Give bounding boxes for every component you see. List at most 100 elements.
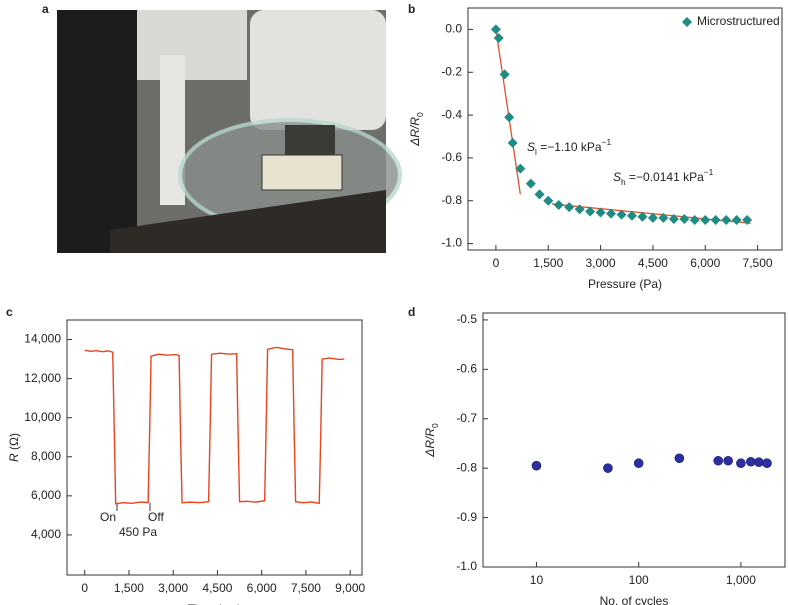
annotation: Off: [148, 510, 164, 524]
point: [713, 455, 724, 466]
photo: [57, 10, 402, 253]
point: [515, 163, 526, 174]
x-tick-label: 100: [629, 573, 649, 587]
point: [762, 458, 772, 469]
x-axis-label: Time (ms): [188, 602, 242, 605]
panel-label: d: [408, 305, 415, 319]
y-axis-label: R (Ω): [7, 433, 21, 462]
y-tick-label: 10,000: [24, 410, 61, 424]
point: [595, 207, 606, 218]
plot-frame: [467, 7, 783, 251]
x-tick-label: 1,000: [726, 573, 756, 587]
x-axis-label: No. of cycles: [600, 594, 669, 605]
point: [531, 460, 542, 471]
x-tick-label: 0: [81, 581, 88, 595]
y-tick-label: -0.9: [456, 510, 477, 524]
point: [603, 463, 613, 473]
annotation-sup: −1: [602, 137, 612, 147]
x-tick-label: 1,500: [114, 581, 144, 595]
annotation-sub: l: [535, 147, 537, 157]
y-tick-label: -0.6: [456, 362, 477, 376]
point: [616, 209, 627, 220]
y-tick-label: -0.8: [456, 460, 477, 474]
panel-label: a: [42, 2, 49, 16]
fit-line: [495, 29, 521, 195]
x-tick-label: 6,000: [247, 581, 277, 595]
point: [490, 24, 501, 35]
y-axis-label-text: R: [7, 453, 21, 462]
point: [668, 213, 679, 224]
y-tick-label: 0.0: [445, 22, 462, 36]
point: [658, 212, 669, 223]
y-axis-label-sub: 0: [430, 423, 440, 428]
y-tick-label: -0.6: [441, 150, 462, 164]
photo-arm: [137, 10, 247, 80]
plot-frame: [66, 319, 363, 576]
y-tick-label: -0.2: [441, 64, 462, 78]
point: [637, 211, 648, 222]
x-tick-label: 4,500: [638, 256, 668, 270]
point: [564, 202, 575, 213]
point: [679, 213, 690, 224]
y-tick-label: 14,000: [24, 332, 61, 346]
y-tick-label: 8,000: [31, 449, 61, 463]
y-axis-label: ΔR/R0: [423, 423, 440, 458]
photo-sensor: [261, 154, 343, 191]
panel-label: c: [6, 305, 13, 319]
point: [585, 206, 596, 217]
data-line: [84, 346, 345, 505]
y-tick-label: -1.0: [456, 559, 477, 573]
y-axis-label: ΔR/R0: [408, 112, 425, 147]
y-axis-label-text: ΔR/R: [423, 428, 437, 458]
point: [674, 453, 685, 464]
point: [493, 32, 504, 43]
point: [574, 204, 585, 215]
legend-label: Microstructured: [697, 14, 780, 28]
point: [633, 458, 644, 469]
annotation-ticks: [116, 503, 151, 511]
y-axis-label-text: ΔR/R: [408, 117, 422, 147]
point: [689, 215, 700, 226]
point: [721, 215, 732, 226]
point: [534, 189, 545, 200]
point: [504, 112, 515, 123]
y-tick-label: 6,000: [31, 488, 61, 502]
point: [736, 458, 746, 469]
x-tick-label: 6,000: [690, 256, 720, 270]
annotation-rest: =−1.10 kPa: [537, 140, 602, 154]
point: [626, 210, 637, 221]
y-axis-label-rest: (Ω): [7, 433, 21, 453]
annotation-text: S: [527, 140, 535, 154]
y-tick-label: -0.8: [441, 193, 462, 207]
y-tick-label: -1.0: [441, 236, 462, 250]
panel-label: b: [408, 2, 415, 16]
annotation: Sl =−1.10 kPa−1: [527, 137, 612, 157]
annotation-sup: −1: [704, 167, 714, 177]
x-tick-label: 3,000: [586, 256, 616, 270]
x-tick-label: 1,500: [533, 256, 563, 270]
point: [700, 215, 711, 226]
annotation: On: [100, 510, 116, 524]
y-tick-label: 12,000: [24, 371, 61, 385]
plot-frame: [482, 312, 786, 568]
point: [499, 69, 510, 80]
point: [710, 215, 721, 226]
y-tick-label: -0.5: [456, 312, 477, 326]
point: [553, 200, 564, 211]
x-axis-label: Pressure (Pa): [588, 277, 662, 291]
x-tick-label: 0: [493, 256, 500, 270]
point: [746, 456, 756, 467]
photo-machine: [57, 10, 137, 253]
x-tick-label: 3,000: [158, 581, 188, 595]
point: [525, 178, 536, 189]
photo-base: [110, 190, 386, 253]
legend-marker: [682, 17, 692, 27]
x-tick-label: 7,500: [743, 256, 773, 270]
photo-head: [250, 10, 386, 130]
y-tick-label: -0.4: [441, 107, 462, 121]
point: [754, 457, 764, 468]
annotation-sub: h: [621, 177, 626, 187]
annotation: 450 Pa: [119, 525, 157, 539]
point: [723, 455, 733, 466]
